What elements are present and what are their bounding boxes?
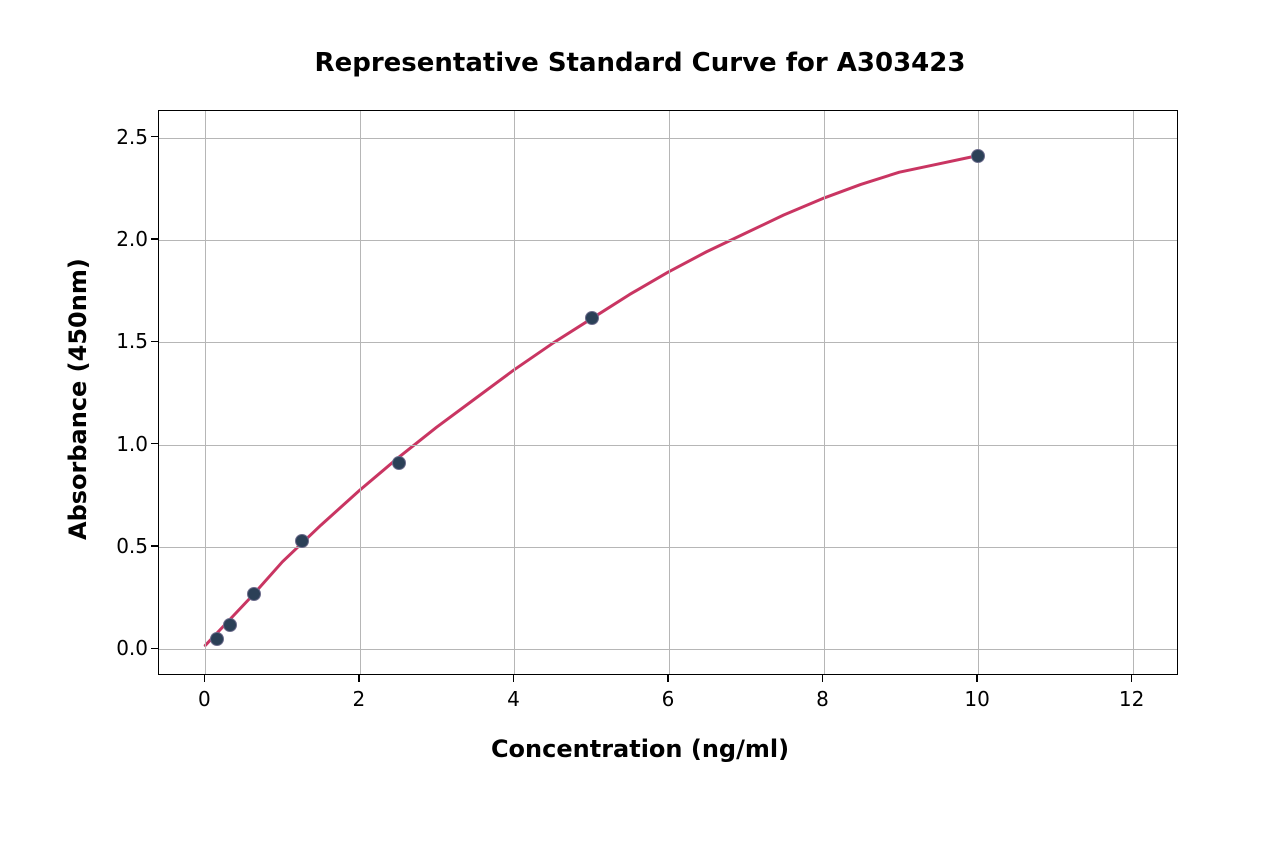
xtick-label: 2 — [353, 687, 366, 711]
ytick-label: 1.0 — [98, 432, 148, 456]
ytick-label: 0.5 — [98, 534, 148, 558]
xtick-mark — [976, 675, 978, 682]
ytick-label: 0.0 — [98, 636, 148, 660]
gridline-horizontal — [159, 445, 1177, 446]
ytick-label: 2.5 — [98, 125, 148, 149]
data-point — [585, 311, 599, 325]
y-axis-label: Absorbance (450nm) — [64, 258, 92, 540]
data-point — [210, 632, 224, 646]
gridline-vertical — [978, 111, 979, 674]
data-point — [223, 618, 237, 632]
ytick-label: 1.5 — [98, 329, 148, 353]
chart-title: Representative Standard Curve for A30342… — [0, 48, 1280, 78]
data-point — [392, 456, 406, 470]
xtick-label: 12 — [1119, 687, 1144, 711]
xtick-mark — [822, 675, 824, 682]
ytick-mark — [151, 648, 158, 650]
ytick-label: 2.0 — [98, 227, 148, 251]
gridline-horizontal — [159, 240, 1177, 241]
x-axis-label: Concentration (ng/ml) — [491, 735, 789, 763]
xtick-label: 6 — [662, 687, 675, 711]
gridline-vertical — [514, 111, 515, 674]
xtick-mark — [513, 675, 515, 682]
gridline-horizontal — [159, 342, 1177, 343]
data-point — [971, 149, 985, 163]
ytick-mark — [151, 443, 158, 445]
gridline-vertical — [669, 111, 670, 674]
data-point — [295, 534, 309, 548]
gridline-vertical — [1133, 111, 1134, 674]
xtick-label: 10 — [964, 687, 989, 711]
ytick-mark — [151, 136, 158, 138]
gridline-vertical — [824, 111, 825, 674]
gridline-horizontal — [159, 649, 1177, 650]
gridline-horizontal — [159, 547, 1177, 548]
ytick-mark — [151, 545, 158, 547]
chart-container: Representative Standard Curve for A30342… — [0, 0, 1280, 845]
ytick-mark — [151, 341, 158, 343]
xtick-label: 4 — [507, 687, 520, 711]
xtick-label: 8 — [816, 687, 829, 711]
fitted-curve — [159, 111, 1177, 674]
data-point — [247, 587, 261, 601]
ytick-mark — [151, 238, 158, 240]
gridline-vertical — [360, 111, 361, 674]
gridline-vertical — [205, 111, 206, 674]
xtick-mark — [204, 675, 206, 682]
xtick-mark — [667, 675, 669, 682]
gridline-horizontal — [159, 138, 1177, 139]
xtick-mark — [1131, 675, 1133, 682]
plot-area — [158, 110, 1178, 675]
xtick-label: 0 — [198, 687, 211, 711]
xtick-mark — [358, 675, 360, 682]
